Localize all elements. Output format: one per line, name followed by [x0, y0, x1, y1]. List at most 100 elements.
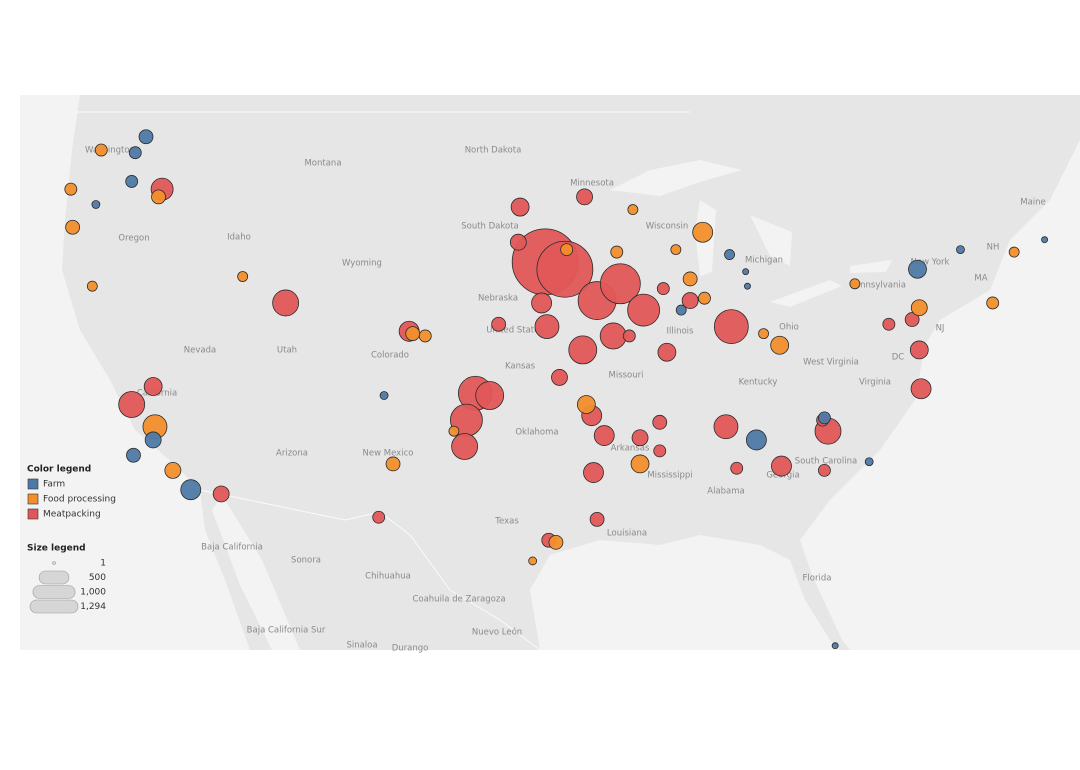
size-legend-label: 500 [89, 573, 106, 583]
bubble [758, 328, 769, 340]
bubble [509, 233, 527, 251]
bubble [742, 268, 750, 276]
map-label: Texas [494, 517, 519, 527]
bubble [630, 454, 650, 474]
map-label: Sinaloa [346, 641, 377, 651]
legend-label: Food processing [43, 495, 116, 505]
bubble [128, 146, 142, 160]
legend-swatch [27, 493, 39, 505]
bubble [910, 378, 932, 400]
bubble [909, 340, 929, 360]
map-labels: Washington Montana North Dakota Minnesota Or… [85, 146, 1046, 654]
bubble [151, 189, 166, 205]
map-label: United States [486, 326, 544, 336]
bubble [86, 280, 98, 292]
bubble [560, 243, 574, 257]
bubble [237, 271, 249, 282]
map-label: MA [974, 274, 987, 284]
color-legend-title: Color legend [27, 465, 91, 475]
map-label: Baja California [201, 543, 263, 553]
bubble [1008, 246, 1020, 258]
map-label: West Virginia [803, 358, 859, 368]
map-label: Oklahoma [515, 428, 558, 438]
map-label: South Dakota [461, 222, 519, 232]
map-label: Pennsylvania [850, 281, 906, 291]
bubble [94, 143, 108, 157]
map-label: Montana [304, 159, 341, 169]
map-label: Kentucky [739, 378, 778, 388]
map-label: Nebraska [478, 294, 518, 304]
bubble [956, 245, 965, 255]
bubble [724, 249, 735, 260]
bubble [682, 271, 698, 287]
bubble [510, 197, 530, 217]
bubble [138, 129, 154, 145]
bubble [770, 335, 790, 355]
map-label: Baja California Sur [247, 626, 326, 636]
legend: Color legend Size legend Farm Food proces… [27, 465, 116, 614]
size-legend-title: Size legend [27, 544, 86, 554]
map-label: Missouri [609, 371, 644, 381]
bubble [910, 299, 928, 317]
bubble [653, 444, 667, 458]
bubble [91, 200, 101, 209]
map-label: Sonora [291, 556, 321, 566]
bubble [583, 462, 604, 483]
bubble [908, 259, 927, 279]
bubble [385, 456, 401, 472]
map-label: Chihuahua [365, 572, 411, 582]
size-legend-mark [32, 585, 76, 599]
bubble [568, 335, 598, 365]
bubble [771, 455, 792, 477]
bubble [180, 479, 202, 501]
map-label: DC [892, 353, 905, 363]
map-label: Wyoming [342, 259, 382, 269]
bubble [698, 291, 711, 305]
bubble [448, 425, 460, 437]
legend-label: Farm [43, 480, 65, 490]
map-label: Utah [277, 346, 297, 356]
bubble [475, 381, 505, 410]
bubble [372, 510, 386, 524]
bubble [1041, 236, 1049, 244]
legend-label: Meatpacking [43, 510, 101, 520]
bubble [652, 414, 668, 430]
map-label: Michigan [745, 256, 783, 266]
map-label: Wisconsin [646, 222, 688, 232]
bubble [627, 204, 639, 216]
bubble [405, 326, 421, 342]
bubble [657, 342, 677, 362]
size-legend-mark [29, 599, 79, 614]
bubble [745, 429, 767, 451]
bubble [531, 292, 553, 314]
bubble [627, 293, 661, 327]
bubble [272, 289, 300, 317]
bubble [692, 221, 714, 243]
bubble [164, 461, 182, 479]
map-label: Virginia [859, 378, 891, 388]
bubble [730, 461, 744, 475]
bubble [126, 447, 141, 463]
bubble [882, 317, 896, 331]
bubble [675, 304, 687, 316]
map-label: Florida [803, 574, 832, 584]
size-legend-label: 1,000 [80, 588, 106, 598]
map-label: North Dakota [465, 146, 522, 156]
map-label: New Mexico [363, 449, 414, 459]
size-legend-label: 1,294 [80, 602, 106, 612]
bubble [599, 322, 627, 350]
map-label: Alabama [707, 487, 744, 497]
map-label: Washington [85, 146, 135, 156]
map-label: Mississippi [647, 471, 692, 481]
bubble [548, 534, 564, 550]
map-label: Idaho [227, 233, 251, 243]
bubble [681, 292, 699, 309]
bubble [849, 278, 861, 290]
bubble [818, 463, 831, 477]
bubble [118, 391, 146, 418]
bubble [986, 296, 1000, 310]
map-label: Minnesota [570, 179, 614, 189]
bubble [576, 395, 596, 414]
map-label: Arkansas [611, 444, 650, 454]
